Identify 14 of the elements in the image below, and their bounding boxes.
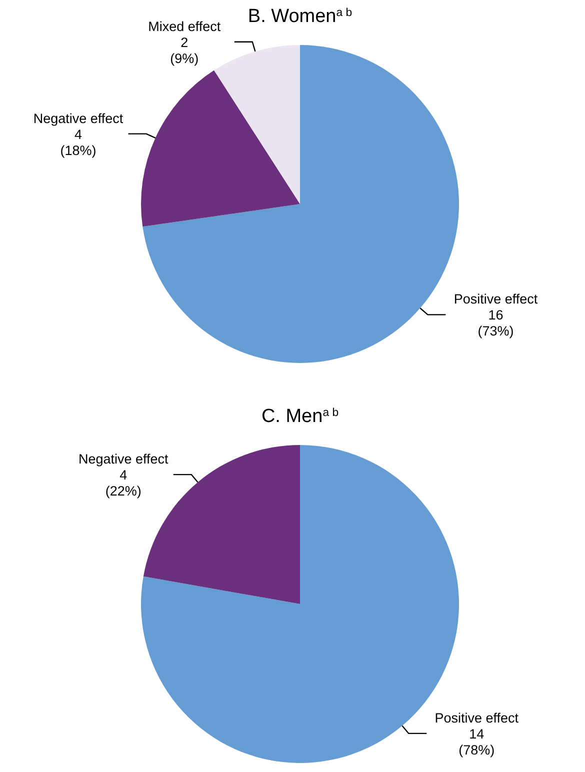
chart-title: C. Men$^{a b}$ [261, 406, 339, 427]
pie-slice [214, 45, 300, 204]
data-label: 16 (73%) [478, 308, 514, 339]
data-label: 4 (18%) [60, 126, 96, 158]
slice-label: Mixed effect [148, 18, 221, 34]
slice-label: Positive effect [434, 710, 519, 726]
data-label: 2 (9%) [170, 34, 199, 66]
data-label: 14 (78%) [458, 726, 495, 758]
slice-label: Positive effect [454, 292, 538, 307]
slice-label: Negative effect [78, 452, 169, 467]
chart-title: B. Women$^{a b}$ [248, 6, 352, 27]
slice-label: Negative effect [33, 110, 124, 126]
data-label: 4 (22%) [105, 468, 142, 499]
pie-slice [141, 70, 300, 227]
